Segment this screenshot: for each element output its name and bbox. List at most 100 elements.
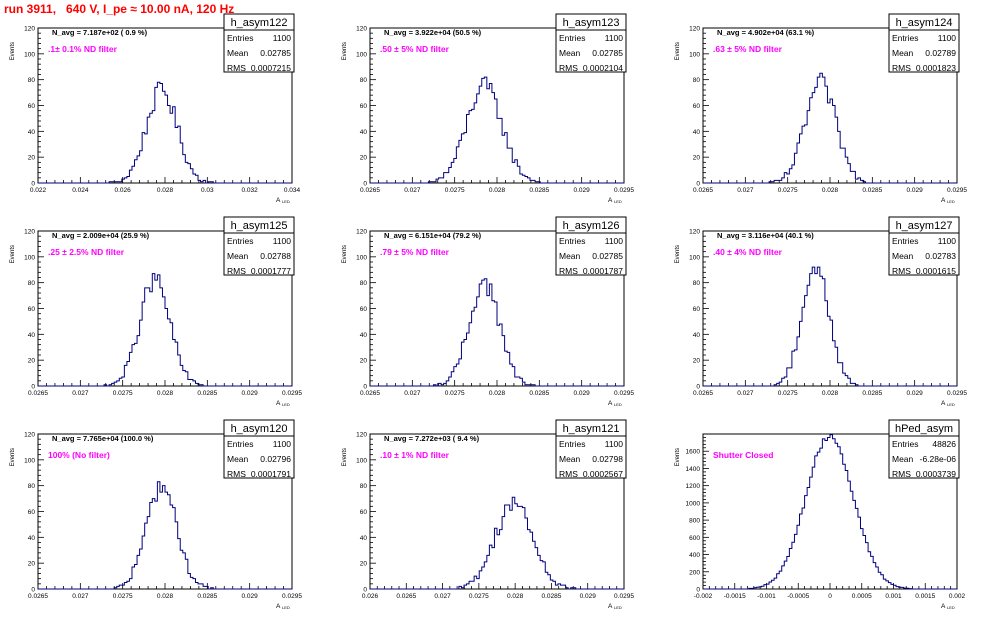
y-axis-title: Events bbox=[342, 245, 348, 263]
stat-label: RMS bbox=[559, 469, 578, 479]
histogram-name: hPed_asym bbox=[895, 423, 953, 435]
n-avg-label: N_avg = 3.116e+04 (40.1 %) bbox=[717, 231, 814, 240]
y-tick-label: 600 bbox=[689, 535, 700, 542]
n-avg-label: N_avg = 4.902e+04 (63.1 %) bbox=[717, 28, 815, 37]
x-tick-label: 0 bbox=[828, 593, 832, 600]
y-tick-label: 100 bbox=[689, 51, 700, 58]
histogram-panel-h_asym124: 0.0265 0.027 0.0275 0.028 0.0285 0.029 0.0295 0… bbox=[675, 13, 967, 204]
x-axis-subscript: LED bbox=[614, 402, 622, 407]
stat-value: 0.02785 bbox=[592, 48, 623, 58]
stats-frame bbox=[555, 216, 627, 276]
stats-frame bbox=[888, 13, 960, 73]
x-axis-subscript: LED bbox=[282, 605, 290, 610]
stats-box: h_asym121 Entries 1100 Mean 0.02798 RMS 0.0002… bbox=[555, 419, 627, 479]
x-axis-title: A bbox=[941, 197, 946, 204]
y-tick-label: 1600 bbox=[686, 449, 701, 456]
x-tick-label: 0.0265 bbox=[28, 593, 48, 600]
stat-value: 0.02785 bbox=[592, 251, 623, 261]
stat-label: Entries bbox=[559, 33, 585, 43]
histogram-name: h_asym127 bbox=[896, 220, 953, 232]
x-axis-title: A bbox=[941, 400, 946, 407]
x-axis-title: A bbox=[608, 400, 613, 407]
x-tick-label: 0.028 bbox=[489, 390, 506, 397]
stat-label: Entries bbox=[892, 439, 918, 449]
x-tick-label: 0.0275 bbox=[778, 390, 798, 397]
y-tick-label: 100 bbox=[24, 254, 35, 261]
stats-frame bbox=[555, 13, 627, 73]
stat-value: 1100 bbox=[605, 439, 624, 449]
x-tick-label: 0.028 bbox=[157, 390, 174, 397]
x-tick-label: 0.0275 bbox=[778, 187, 798, 194]
stat-label: Mean bbox=[559, 251, 581, 261]
x-axis-title: A bbox=[276, 197, 281, 204]
x-axis-subscript: LED bbox=[614, 199, 622, 204]
y-tick-label: 40 bbox=[360, 332, 368, 339]
x-tick-label: 0.029 bbox=[907, 390, 924, 397]
y-tick-label: 100 bbox=[356, 51, 367, 58]
x-tick-label: 0.0265 bbox=[693, 390, 713, 397]
filter-annotation: .50 ± 5% ND filter bbox=[380, 44, 450, 54]
y-tick-label: 120 bbox=[356, 432, 367, 439]
y-axis-title: Events bbox=[342, 448, 348, 466]
x-tick-label: 0.029 bbox=[242, 390, 259, 397]
x-tick-label: 0.0285 bbox=[197, 593, 217, 600]
stat-value: 0.0007215 bbox=[251, 63, 291, 73]
histogram-panel-h_asym125: 0.0265 0.027 0.0275 0.028 0.0285 0.029 0.0295 0… bbox=[10, 216, 302, 407]
stat-value: 0.0003739 bbox=[916, 469, 956, 479]
x-tick-label: 0.002 bbox=[949, 593, 966, 600]
x-axis-subscript: LED bbox=[947, 402, 955, 407]
x-tick-label: 0.0275 bbox=[113, 390, 133, 397]
x-tick-label: 0.028 bbox=[489, 187, 506, 194]
y-tick-label: 80 bbox=[693, 77, 701, 84]
stat-value: 0.0001787 bbox=[583, 266, 623, 276]
x-tick-label: 0.0295 bbox=[947, 390, 967, 397]
stat-label: Entries bbox=[892, 236, 918, 246]
n-avg-label: N_avg = 6.151e+04 (79.2 %) bbox=[384, 231, 482, 240]
stat-label: Entries bbox=[227, 33, 253, 43]
y-tick-label: 60 bbox=[693, 103, 701, 110]
y-tick-label: 0 bbox=[363, 587, 367, 594]
x-tick-label: -0.001 bbox=[757, 593, 776, 600]
stat-value: 1100 bbox=[273, 236, 292, 246]
y-tick-label: 20 bbox=[693, 155, 701, 162]
y-tick-label: 60 bbox=[360, 509, 368, 516]
y-tick-label: 100 bbox=[356, 254, 367, 261]
stat-label: RMS bbox=[559, 266, 578, 276]
y-axis-title: Events bbox=[10, 448, 16, 466]
histogram-name: h_asym123 bbox=[563, 17, 620, 29]
stats-frame bbox=[888, 419, 960, 479]
y-tick-label: 20 bbox=[28, 155, 36, 162]
histogram-panel-h_asym123: 0.0265 0.027 0.0275 0.028 0.0285 0.029 0.0295 0… bbox=[342, 13, 634, 204]
y-tick-label: 40 bbox=[360, 535, 368, 542]
x-tick-label: 0.0265 bbox=[360, 390, 380, 397]
x-tick-label: 0.0265 bbox=[693, 187, 713, 194]
filter-annotation: .63 ± 5% ND filter bbox=[713, 44, 783, 54]
y-tick-label: 40 bbox=[28, 535, 36, 542]
stat-label: Mean bbox=[227, 251, 249, 261]
x-tick-label: -0.0005 bbox=[787, 593, 809, 600]
x-axis-title: A bbox=[276, 400, 281, 407]
y-tick-label: 60 bbox=[693, 306, 701, 313]
y-tick-label: 100 bbox=[689, 254, 700, 261]
filter-annotation: .40 ± 4% ND filter bbox=[713, 247, 783, 257]
histogram-line bbox=[703, 72, 957, 184]
filter-annotation: .25 ± 2.5% ND filter bbox=[48, 247, 125, 257]
y-tick-label: 80 bbox=[28, 77, 36, 84]
x-tick-label: 0.029 bbox=[907, 187, 924, 194]
stat-value: 48826 bbox=[932, 439, 956, 449]
x-tick-label: 0.027 bbox=[72, 390, 89, 397]
stat-value: 0.0001823 bbox=[916, 63, 956, 73]
histogram-line bbox=[703, 266, 957, 387]
y-tick-label: 120 bbox=[24, 432, 35, 439]
x-tick-label: 0.001 bbox=[885, 593, 902, 600]
y-tick-label: 400 bbox=[689, 552, 700, 559]
x-tick-label: 0.0295 bbox=[614, 593, 634, 600]
stat-value: 1100 bbox=[938, 236, 957, 246]
y-tick-label: 80 bbox=[360, 280, 368, 287]
histogram-line bbox=[370, 76, 624, 184]
x-tick-label: 0.0285 bbox=[529, 390, 549, 397]
filter-annotation: .10 ± 1% ND filter bbox=[380, 450, 450, 460]
y-tick-label: 20 bbox=[693, 358, 701, 365]
x-tick-label: 0.027 bbox=[404, 390, 421, 397]
